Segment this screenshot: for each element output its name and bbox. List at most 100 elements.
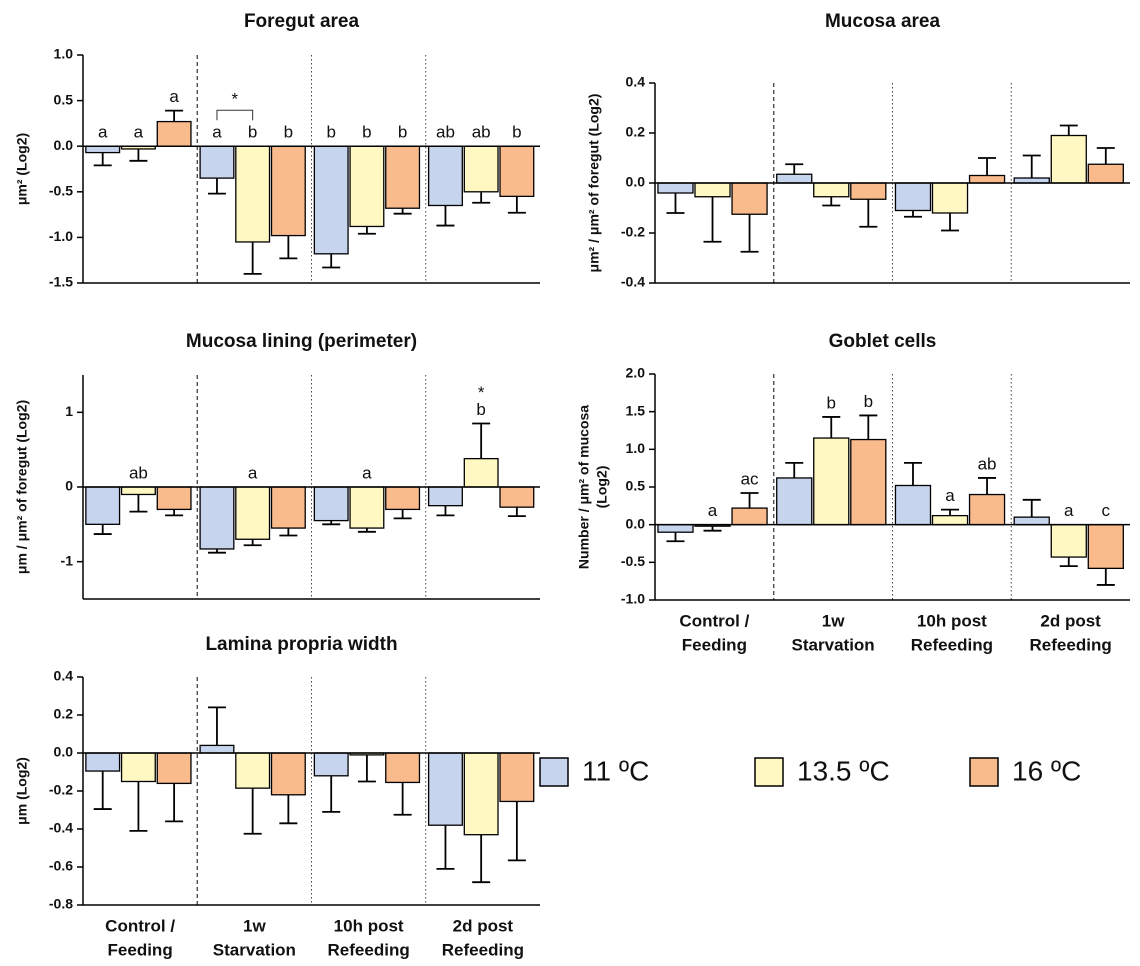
bar xyxy=(694,182,731,198)
significance-letter: a xyxy=(248,463,258,482)
error-bar xyxy=(393,782,412,816)
significance-letter: a xyxy=(212,123,222,142)
error-bar xyxy=(129,781,148,832)
error-bar xyxy=(1022,498,1041,518)
y-tick-label: 0.0 xyxy=(626,515,646,531)
error-bar xyxy=(1096,147,1115,165)
bar xyxy=(235,752,271,789)
significance-letter: a xyxy=(1064,501,1074,520)
error-bar xyxy=(740,492,759,509)
error-bar xyxy=(978,157,997,176)
bar xyxy=(657,182,694,194)
bar xyxy=(85,752,121,772)
y-tick-label: -1.0 xyxy=(49,228,73,244)
significance-letter: a xyxy=(98,123,108,142)
error-bar xyxy=(436,205,455,227)
error-bar xyxy=(472,191,491,204)
significance-bracket xyxy=(216,109,254,121)
significance-letter: b xyxy=(476,400,485,419)
bar xyxy=(349,486,385,529)
bar xyxy=(499,145,535,198)
bar xyxy=(235,486,271,540)
y-axis-label: μm / μm² of foregut (Log2) xyxy=(14,400,30,574)
bar xyxy=(813,182,850,198)
y-tick-label: -0.5 xyxy=(621,553,645,569)
y-tick-label: 1.0 xyxy=(626,440,646,456)
bar xyxy=(199,145,235,179)
bar xyxy=(499,752,535,803)
x-tick-label: Refeeding xyxy=(911,635,993,654)
legend-label: 13.5 ºC xyxy=(797,755,890,786)
y-axis-label: Number / μm² of mucosa xyxy=(576,405,592,569)
significance-letter: ac xyxy=(741,470,759,489)
error-bar xyxy=(322,253,341,269)
significance-letter: b xyxy=(512,123,521,142)
error-bar xyxy=(93,524,112,535)
error-bar xyxy=(165,109,184,122)
legend-swatch xyxy=(539,757,569,787)
error-bar xyxy=(436,505,455,517)
y-tick-label: 1.5 xyxy=(626,402,646,418)
chart-title: Goblet cells xyxy=(829,331,937,352)
error-bar xyxy=(666,193,685,214)
bar xyxy=(199,486,235,550)
x-tick-label: Control / xyxy=(679,611,749,630)
y-tick-label: -0.2 xyxy=(49,782,73,798)
error-bar xyxy=(1059,557,1078,567)
significance-letter: a xyxy=(134,123,144,142)
x-tick-label: 2d post xyxy=(453,916,514,935)
significance-letter: b xyxy=(284,123,293,142)
bar xyxy=(731,182,768,215)
y-tick-label: 0 xyxy=(65,478,73,494)
chart-title: Mucosa area xyxy=(825,11,941,32)
error-bar xyxy=(941,508,960,516)
x-tick-label: 10h post xyxy=(334,916,404,935)
legend-label: 11 ºC xyxy=(582,755,649,786)
bar xyxy=(731,507,768,526)
error-bar xyxy=(1022,154,1041,178)
bar xyxy=(313,752,349,777)
bar xyxy=(1050,134,1087,184)
legend-swatch xyxy=(754,757,784,787)
significance-letter: b xyxy=(864,392,873,411)
bar xyxy=(931,182,969,214)
bar xyxy=(968,174,1006,184)
error-bar xyxy=(93,152,112,167)
y-tick-label: -0.2 xyxy=(621,224,645,240)
significance-letter: b xyxy=(326,123,335,142)
y-tick-label: 1.0 xyxy=(54,46,74,62)
y-tick-label: 0.2 xyxy=(54,706,74,722)
bar xyxy=(1013,516,1050,526)
error-bar xyxy=(279,235,298,260)
error-bar xyxy=(322,775,341,813)
y-tick-label: 1 xyxy=(65,403,73,419)
bar xyxy=(1050,524,1087,558)
bar xyxy=(156,752,192,785)
bar xyxy=(463,457,499,488)
bar xyxy=(463,752,499,836)
significance-letter: ab xyxy=(978,454,997,473)
bar xyxy=(385,486,421,511)
bar xyxy=(931,514,969,526)
error-bar xyxy=(279,794,298,825)
y-tick-label: 0.0 xyxy=(54,137,74,153)
y-tick-label: 2.0 xyxy=(626,365,646,381)
error-bar xyxy=(357,226,376,235)
error-bar xyxy=(207,178,226,195)
x-tick-label: Refeeding xyxy=(328,940,410,959)
bar xyxy=(235,145,271,243)
error-bar xyxy=(978,477,997,495)
error-bar xyxy=(903,210,922,218)
bar xyxy=(427,486,463,507)
bar xyxy=(85,145,121,154)
significance-letter: a xyxy=(169,87,179,106)
bar xyxy=(499,486,535,508)
y-tick-label: -0.8 xyxy=(49,896,73,912)
error-bar xyxy=(859,199,878,228)
y-tick-label: 0.4 xyxy=(626,74,646,90)
y-axis-label: (Log2) xyxy=(594,466,610,509)
legend-label: 16 ºC xyxy=(1012,755,1081,786)
error-bar xyxy=(941,213,960,232)
chart-title: Mucosa lining (perimeter) xyxy=(186,331,417,352)
